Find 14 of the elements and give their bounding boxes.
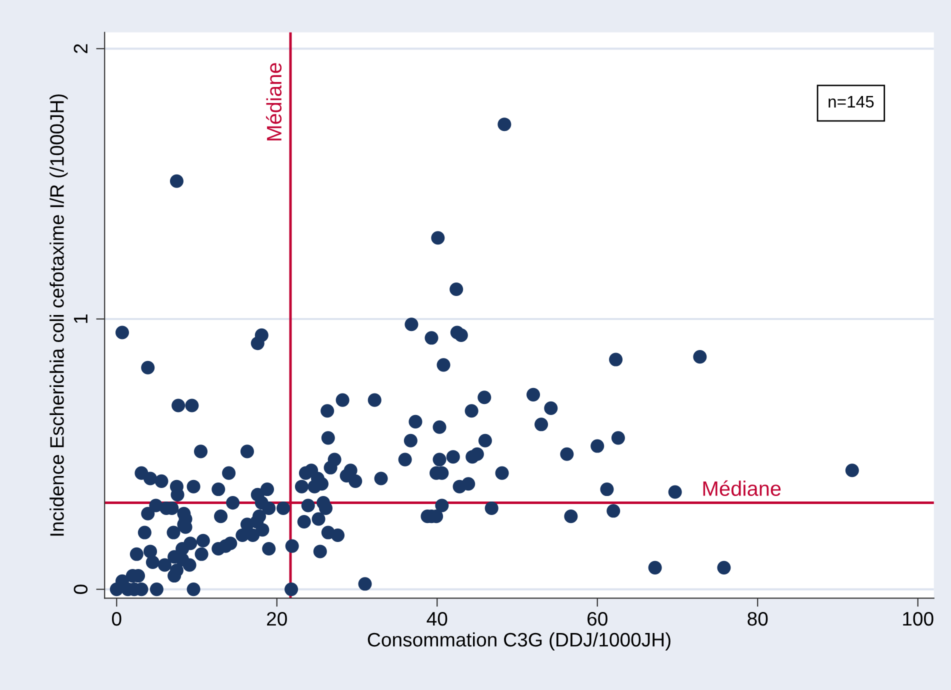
x-tick-label: 40 [426,612,448,626]
ref-line-label: Médiane [703,480,781,496]
y-tick-label: 1 [74,314,88,323]
x-tick-label: 60 [588,612,608,626]
y-tick-label: 2 [74,44,88,54]
annotation: n=145 [828,96,874,108]
y-axis-title: Incidence Escherichia coli cefotaxime I/R (/1000JH) [50,94,68,536]
x-axis-title: Consommation C3G (DDJ/1000JH) [368,632,670,650]
x-tick-label: 100 [903,612,934,626]
x-tick-label: 20 [267,612,287,626]
ref-line-label: Médiane [266,63,282,140]
x-tick-label: 0 [112,612,122,626]
y-tick-label: 0 [74,584,88,594]
x-tick-label: 80 [748,612,768,626]
